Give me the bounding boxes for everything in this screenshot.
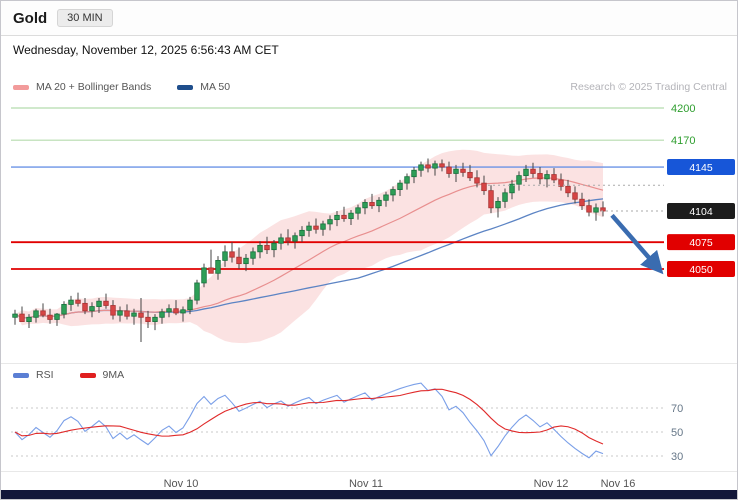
svg-text:70: 70 <box>671 403 683 415</box>
svg-text:4075: 4075 <box>689 237 713 249</box>
rsi-swatch-icon <box>13 372 29 378</box>
rsi-legend-label: RSI <box>36 369 54 381</box>
indicator-legend: MA 20 + Bollinger Bands MA 50 Research ©… <box>13 81 727 93</box>
svg-text:Nov 16: Nov 16 <box>601 478 636 490</box>
instrument-title: Gold <box>13 9 48 27</box>
rsi-ma-legend-label: 9MA <box>102 369 125 381</box>
axis-labels-layer: Nov 10 Nov 11 Nov 12 Nov 16 <box>164 478 636 490</box>
svg-text:4145: 4145 <box>689 162 713 174</box>
rsi-layer: 70 50 30 <box>11 382 683 463</box>
svg-text:4200: 4200 <box>671 103 695 115</box>
timeframe-badge[interactable]: 30 MIN <box>57 9 113 27</box>
bottom-brand-bar <box>1 490 737 499</box>
ma50-legend-label: MA 50 <box>200 81 231 93</box>
projection-arrow <box>610 213 664 275</box>
bollinger-legend-label: MA 20 + Bollinger Bands <box>36 81 152 93</box>
rsi-legend: RSI 9MA <box>13 369 124 381</box>
dotted-refs-layer <box>488 184 664 212</box>
rsi-ma-swatch-icon <box>79 372 96 378</box>
bollinger-band-layer <box>15 149 603 344</box>
svg-text:Nov 12: Nov 12 <box>534 478 569 490</box>
ma50-swatch-icon <box>177 84 194 90</box>
svg-text:4170: 4170 <box>671 135 695 147</box>
panel-separators <box>1 363 737 472</box>
research-credit: Research © 2025 Trading Central <box>570 81 727 93</box>
top-bar: Gold 30 MIN <box>1 1 737 36</box>
bollinger-swatch-icon <box>13 84 29 90</box>
level-labels-layer: 4200 4170 4145 4104 4075 4050 <box>667 103 735 277</box>
svg-text:50: 50 <box>671 427 683 439</box>
svg-text:Nov 10: Nov 10 <box>164 478 199 490</box>
svg-text:30: 30 <box>671 451 683 463</box>
svg-text:4050: 4050 <box>689 264 713 276</box>
chart-datetime: Wednesday, November 12, 2025 6:56:43 AM … <box>13 43 279 57</box>
candles-layer <box>12 158 606 342</box>
svg-text:Nov 11: Nov 11 <box>349 478 383 490</box>
levels-layer <box>11 107 664 270</box>
svg-text:4104: 4104 <box>689 206 713 218</box>
